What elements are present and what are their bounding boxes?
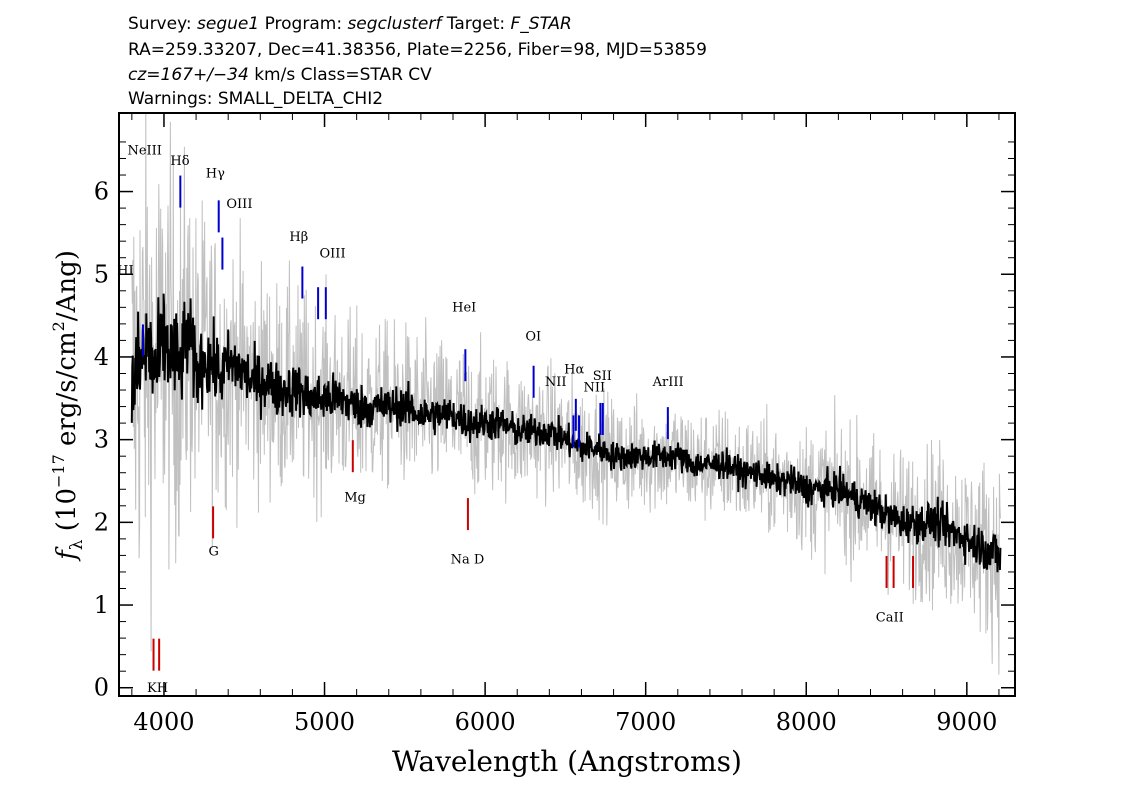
flux-spectrum <box>130 293 1002 573</box>
x-axis: 4000 5000 6000 7000 8000 9000 <box>131 113 1000 736</box>
y-tick-label: 3 <box>94 426 109 454</box>
plot-frame <box>118 112 1016 697</box>
x-tick-label: 5000 <box>294 708 355 736</box>
y-tick-label: 4 <box>94 343 109 371</box>
y-axis: 0 1 2 3 4 5 6 <box>94 141 1015 702</box>
line-label: G <box>209 544 219 559</box>
line-label: OI <box>525 329 541 344</box>
header-line-3: cz=167+/−34 km/s Class=STAR CV <box>128 65 432 85</box>
line-label: ArIII <box>652 375 684 390</box>
y-tick-label: 2 <box>94 508 109 536</box>
line-label: Mg <box>344 491 366 506</box>
line-label: Hγ <box>206 167 225 182</box>
line-label: NII <box>583 381 605 396</box>
x-axis-label: Wavelength (Angstroms) <box>392 745 742 778</box>
line-label: Hδ <box>170 154 189 169</box>
header-line-4: Warnings: SMALL_DELTA_CHI2 <box>128 89 383 109</box>
x-tick-label: 6000 <box>455 708 516 736</box>
spectral-line-markers <box>141 175 915 671</box>
line-label: OIII <box>226 197 252 212</box>
x-tick-label: 9000 <box>936 708 997 736</box>
line-label: KH <box>147 681 168 696</box>
line-label: OIII <box>320 247 346 262</box>
y-tick-label: 0 <box>94 674 109 702</box>
line-label: HeI <box>452 300 476 315</box>
header-line-2: RA=259.33207, Dec=41.38356, Plate=2256, … <box>128 40 707 60</box>
flux-trace <box>130 293 1002 573</box>
x-tick-label: 8000 <box>776 708 837 736</box>
y-tick-label: 5 <box>94 260 109 288</box>
line-label: NeIII <box>127 143 161 158</box>
y-tick-label: 1 <box>94 591 109 619</box>
x-tick-label: 7000 <box>615 708 676 736</box>
line-label: SII <box>593 369 612 384</box>
line-label: NII <box>545 375 567 390</box>
header-line-1: Survey: segue1 Program: segclusterf Targ… <box>128 14 572 34</box>
y-axis-label: fλ (10−17 erg/s/cm2/Ang) <box>49 250 87 562</box>
line-label: Na D <box>451 553 485 568</box>
y-tick-label: 6 <box>94 178 109 206</box>
x-tick-label: 4000 <box>133 708 194 736</box>
line-label: CaII <box>876 611 904 626</box>
line-label: Hα <box>564 362 584 377</box>
line-label: Hβ <box>289 230 308 245</box>
